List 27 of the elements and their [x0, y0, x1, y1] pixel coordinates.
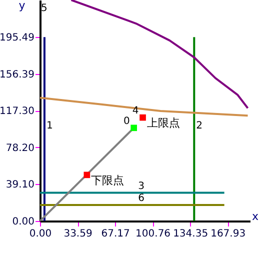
x-tick-label: 0.00 [29, 228, 52, 240]
series-label: 3 [138, 180, 144, 192]
line-series [40, 96, 249, 117]
series-label: 4 [132, 106, 139, 117]
y-tick-label: 78.20 [6, 142, 34, 154]
x-tick-label: 167.93 [210, 228, 246, 240]
x-tick-label: 33.59 [64, 228, 92, 240]
annotation: 下限点 [90, 174, 124, 187]
x-tick-label: 134.35 [173, 228, 208, 240]
annotation: 5 [41, 3, 48, 14]
x-axis-title: x [252, 210, 259, 223]
y-tick-label: 0.00 [12, 216, 34, 228]
series-label: 2 [196, 120, 203, 132]
point [140, 114, 146, 121]
point [130, 124, 137, 132]
annotation: 上限点 [146, 116, 180, 130]
series-label: 0 [123, 116, 130, 127]
y-tick-label: 156.39 [0, 69, 34, 80]
x-tick-label: 67.17 [101, 228, 130, 240]
y-axis-title: y [18, 0, 26, 12]
y-tick-label: 39.10 [6, 180, 34, 191]
point [84, 172, 90, 178]
x-tick-label: 100.76 [136, 228, 171, 240]
series-label: 6 [138, 193, 144, 204]
series-label: 1 [46, 120, 53, 132]
y-tick-label: 117.30 [0, 106, 34, 118]
y-tick-label: 195.49 [0, 32, 34, 44]
